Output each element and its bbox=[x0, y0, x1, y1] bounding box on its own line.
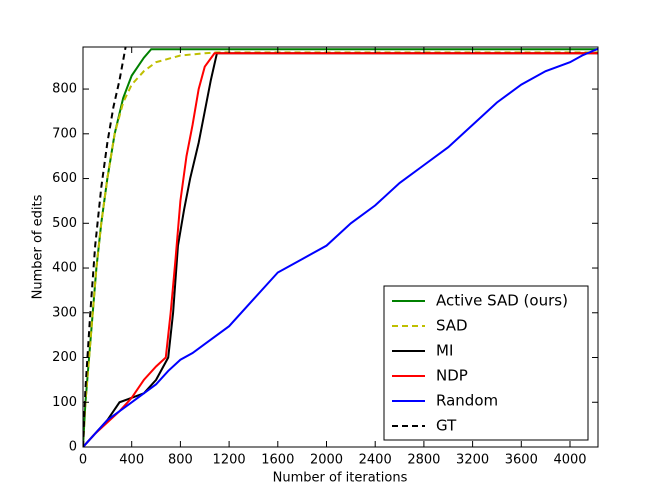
x-tick-label: 400 bbox=[119, 453, 144, 468]
legend: Active SAD (ours) SAD MI NDP Random GT bbox=[383, 285, 589, 441]
legend-label: NDP bbox=[436, 367, 468, 385]
y-tick-label: 500 bbox=[52, 216, 77, 231]
x-tick-label: 800 bbox=[168, 453, 193, 468]
series-line bbox=[83, 52, 598, 447]
x-tick-label: 2400 bbox=[359, 453, 392, 468]
x-tick-label: 1200 bbox=[213, 453, 246, 468]
y-tick-label: 700 bbox=[52, 126, 77, 141]
plot-frame bbox=[82, 46, 599, 448]
x-tick-label: 0 bbox=[79, 453, 87, 468]
x-tick-label: 4000 bbox=[553, 453, 586, 468]
y-axis-label: Number of edits bbox=[31, 194, 46, 299]
y-tick-label: 100 bbox=[52, 395, 77, 410]
legend-label: MI bbox=[436, 342, 453, 360]
legend-label: Random bbox=[436, 392, 498, 410]
x-axis-label: Number of iterations bbox=[273, 471, 408, 486]
x-tick-label: 2800 bbox=[407, 453, 440, 468]
y-tick-label: 400 bbox=[52, 261, 77, 276]
y-tick-label: 200 bbox=[52, 350, 77, 365]
y-tick-label: 800 bbox=[52, 82, 77, 97]
legend-label: GT bbox=[436, 417, 457, 435]
legend-label: Active SAD (ours) bbox=[436, 292, 568, 310]
y-tick-label: 600 bbox=[52, 171, 77, 186]
x-tick-label: 1600 bbox=[261, 453, 294, 468]
x-tick-label: 2000 bbox=[310, 453, 343, 468]
legend-label: SAD bbox=[436, 317, 468, 335]
y-tick-label: 0 bbox=[69, 440, 77, 455]
y-tick-label: 300 bbox=[52, 305, 77, 320]
legend-box bbox=[383, 285, 589, 441]
series-line bbox=[83, 47, 598, 447]
x-tick-label: 3200 bbox=[456, 453, 489, 468]
series-line bbox=[83, 47, 127, 447]
series-line bbox=[83, 51, 598, 447]
x-tick-label: 3600 bbox=[505, 453, 538, 468]
